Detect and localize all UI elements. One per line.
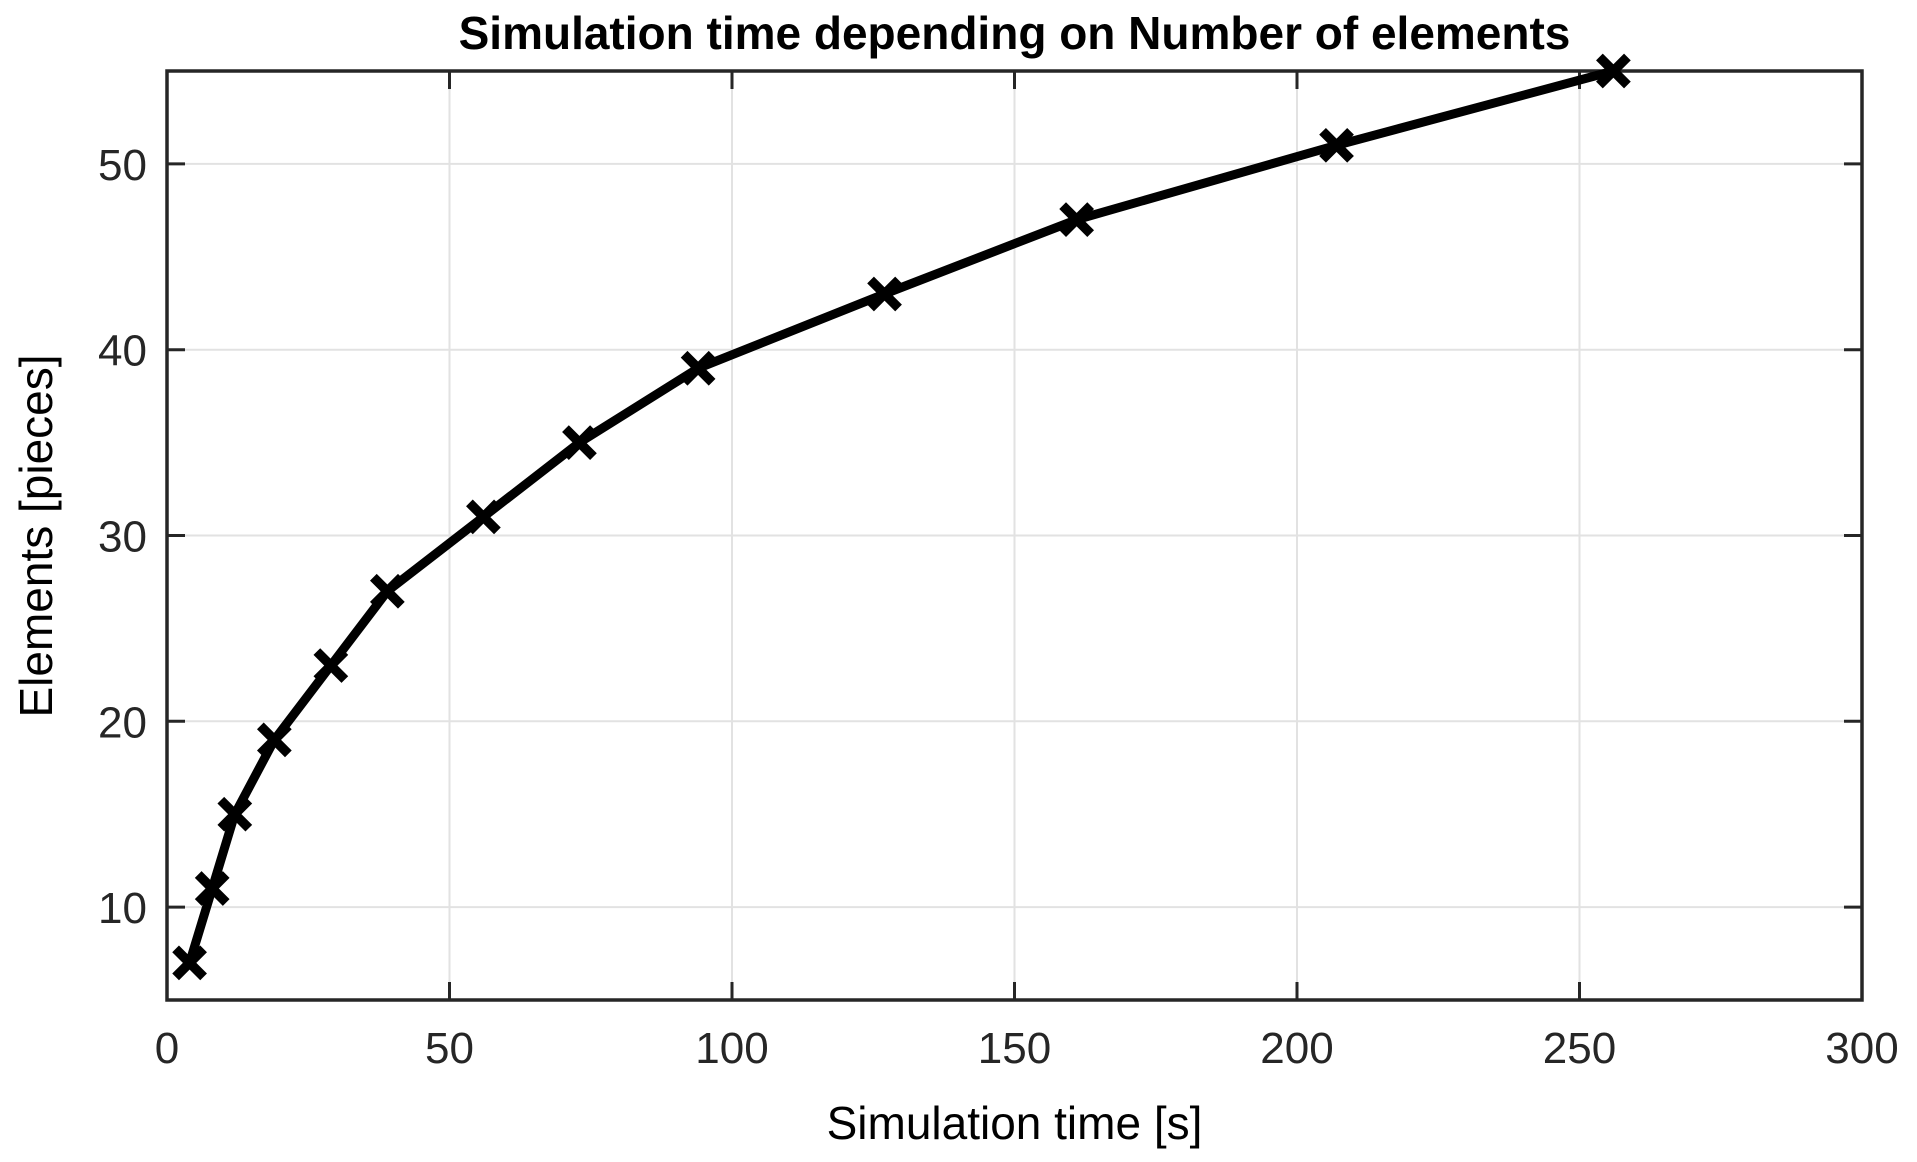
- y-tick-label: 20: [98, 698, 147, 747]
- x-tick-label: 250: [1543, 1024, 1616, 1073]
- data-point-marker: [1319, 127, 1354, 163]
- x-tick-label: 0: [155, 1024, 179, 1073]
- data-point-marker: [680, 350, 716, 386]
- y-tick-label: 50: [98, 141, 147, 190]
- x-tick-label: 150: [978, 1024, 1051, 1073]
- data-line: [185, 66, 1615, 965]
- data-point-marker: [369, 573, 405, 609]
- data-point-marker: [1596, 53, 1631, 89]
- data-point-marker: [867, 276, 902, 312]
- x-tick-label: 100: [695, 1024, 768, 1073]
- data-point-marker: [256, 722, 292, 758]
- data-point-marker: [466, 499, 501, 535]
- y-tick-label: 10: [98, 884, 147, 933]
- data-point-marker: [217, 796, 253, 832]
- data-point-marker: [194, 871, 230, 906]
- x-tick-label: 50: [425, 1024, 474, 1073]
- data-point-marker: [562, 425, 597, 460]
- x-tick-label: 200: [1260, 1024, 1333, 1073]
- data-point-marker: [313, 648, 349, 683]
- y-tick-label: 30: [98, 513, 147, 562]
- y-tick-label: 40: [98, 327, 147, 376]
- data-point-marker: [1059, 202, 1095, 237]
- chart-title: Simulation time depending on Number of e…: [458, 7, 1571, 59]
- x-axis-label: Simulation time [s]: [826, 1097, 1203, 1149]
- data-point-marker: [172, 945, 207, 981]
- x-tick-label: 300: [1825, 1024, 1898, 1073]
